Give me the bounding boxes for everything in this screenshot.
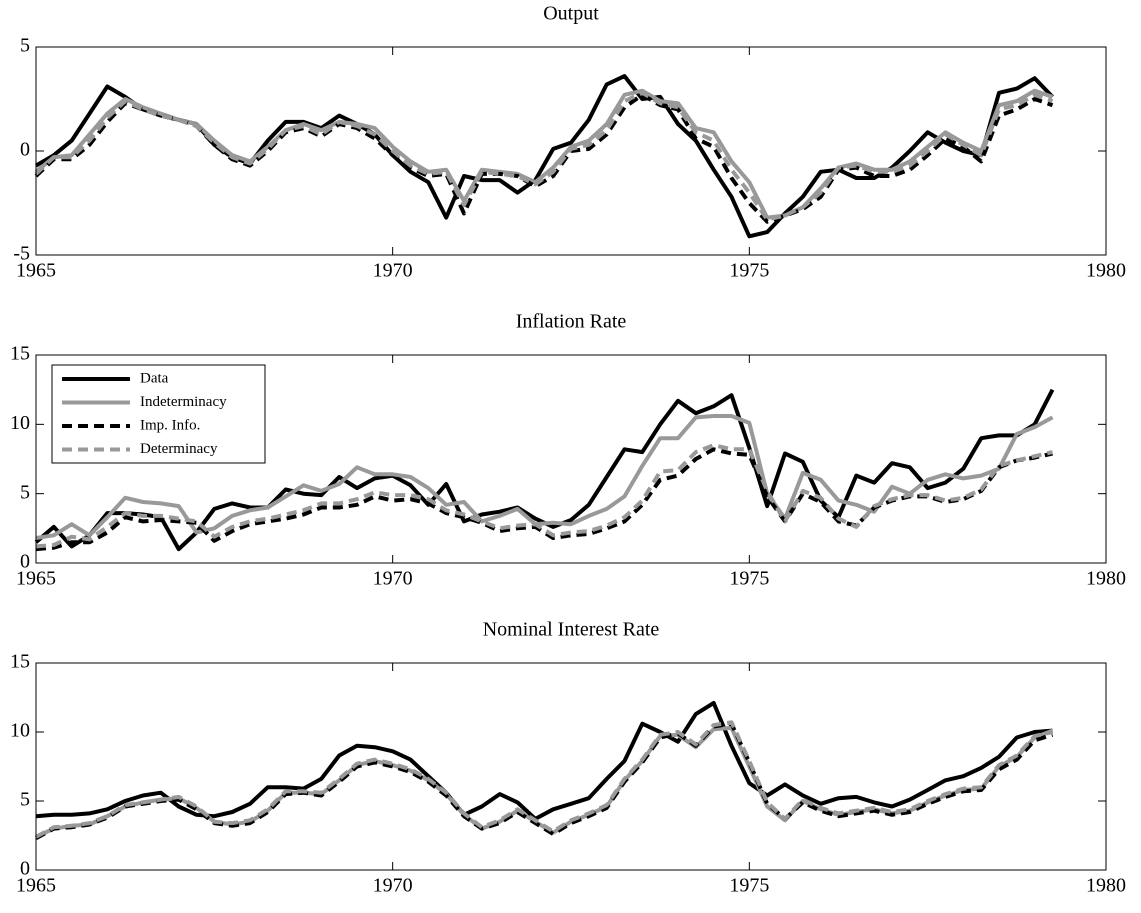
x-tick-label: 1970 — [373, 875, 413, 897]
chart-title: Inflation Rate — [516, 311, 627, 333]
x-tick-label: 1965 — [16, 875, 56, 897]
legend-label: Indeterminacy — [140, 394, 227, 410]
y-tick-label: 15 — [10, 343, 30, 365]
chart-title: Nominal Interest Rate — [483, 619, 660, 641]
series-line — [34, 88, 1054, 220]
y-tick-label: 0 — [20, 139, 30, 161]
plot-frame — [35, 354, 1107, 564]
series-line — [35, 720, 1053, 839]
legend-label: Determinacy — [140, 441, 218, 457]
x-tick-label: 1970 — [373, 568, 413, 590]
series-line — [34, 90, 1054, 222]
x-tick-label: 1980 — [1086, 260, 1126, 282]
x-tick-label: 1970 — [373, 260, 413, 282]
legend-box — [51, 364, 266, 464]
x-tick-label: 1980 — [1086, 875, 1126, 897]
y-tick-label: 5 — [20, 481, 30, 503]
y-tick-label: 15 — [10, 651, 30, 673]
series-line — [35, 721, 1054, 841]
x-tick-label: 1980 — [1086, 568, 1126, 590]
x-tick-label: 1965 — [16, 568, 56, 590]
y-tick-label: 5 — [20, 789, 30, 811]
series-line — [35, 447, 1053, 552]
y-tick-label: 10 — [10, 412, 30, 434]
x-tick-label: 1975 — [729, 260, 769, 282]
x-tick-label: 1975 — [729, 568, 769, 590]
y-tick-label: 0 — [20, 858, 30, 880]
series-line — [35, 443, 1053, 549]
y-tick-label: -5 — [13, 243, 30, 265]
series-line — [34, 74, 1054, 239]
y-tick-label: 10 — [10, 720, 30, 742]
y-tick-label: 0 — [20, 551, 30, 573]
y-tick-label: 5 — [20, 35, 30, 57]
legend-label: Data — [140, 370, 169, 386]
x-tick-label: 1975 — [729, 875, 769, 897]
series-line — [35, 725, 1054, 839]
plot-frame — [35, 662, 1107, 871]
legend-label: Imp. Info. — [140, 417, 200, 433]
chart-title: Output — [543, 3, 599, 25]
plot-frame — [35, 46, 1107, 256]
x-tick-label: 1965 — [16, 260, 56, 282]
